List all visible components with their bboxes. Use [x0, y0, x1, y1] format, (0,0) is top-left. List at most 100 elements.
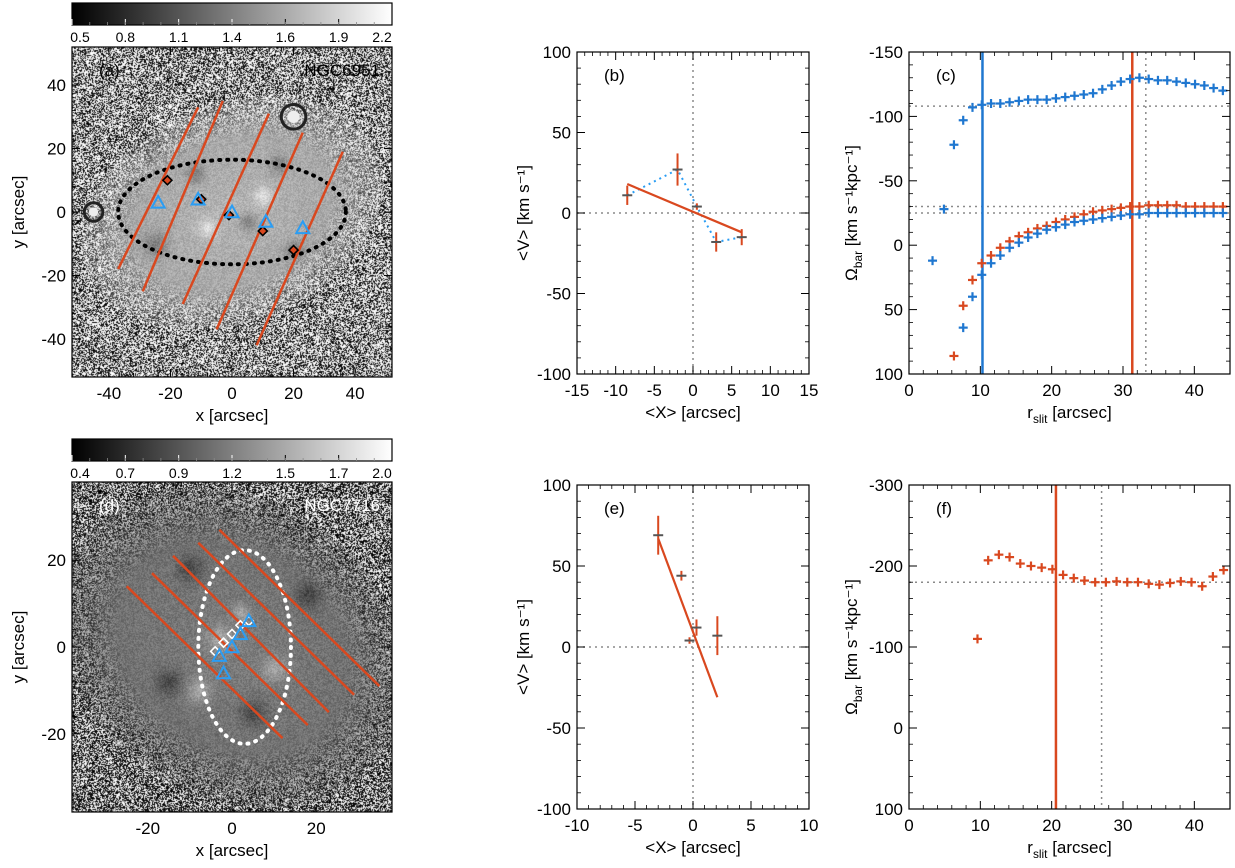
data-point — [949, 351, 959, 361]
data-point — [1069, 91, 1079, 101]
centroid-triangle — [232, 625, 249, 641]
y-axis-label: <V> [km s⁻¹] — [514, 165, 533, 261]
y-tick-label: 0 — [57, 638, 66, 657]
y-tick-label: 100 — [875, 800, 903, 819]
colorbar-tick-label: 1.9 — [329, 29, 349, 45]
series-blue_upper — [949, 73, 1228, 150]
y-tick-label: 50 — [552, 557, 571, 576]
x-tick-label: -5 — [647, 381, 662, 400]
y-tick-label: -200 — [869, 557, 903, 576]
data-point — [1134, 209, 1144, 219]
x-axis-label: <X> [arcsec] — [645, 403, 740, 422]
series-orange — [972, 550, 1229, 644]
x-tick-label: 0 — [904, 816, 913, 835]
data-point — [1112, 576, 1122, 586]
data-point — [1122, 577, 1132, 587]
data-point — [1218, 208, 1228, 218]
x-tick-label: 20 — [284, 384, 303, 403]
data-point — [1015, 559, 1025, 569]
data-point — [1190, 79, 1200, 89]
data-point — [1125, 74, 1135, 84]
x-axis-label: x [arcsec] — [196, 841, 269, 860]
slit-line — [151, 572, 309, 727]
data-point — [1144, 74, 1154, 84]
y-axis-label: Ωbar [km s⁻¹kpc⁻¹] — [842, 145, 865, 281]
data-point — [1097, 213, 1107, 223]
x-axis-label: rslit [arcsec] — [1027, 403, 1111, 426]
colorbar: 0.5 0.8 1.1 1.4 1.6 1.9 2.2 — [70, 2, 393, 45]
y-tick-label: -300 — [869, 476, 903, 495]
panel-label: (f) — [936, 499, 952, 518]
data-point — [928, 256, 938, 266]
data-point — [1209, 208, 1219, 218]
centroid-triangle — [149, 193, 167, 209]
series-blue_lower — [928, 204, 1228, 333]
data-point — [1172, 77, 1181, 87]
data-point — [1088, 214, 1098, 224]
data-point — [1133, 577, 1143, 587]
y-tick-label: 20 — [47, 140, 66, 159]
centroid-triangle — [257, 212, 275, 228]
colorbar-tick-label: 2.0 — [372, 465, 392, 481]
centroid-triangle — [223, 203, 241, 219]
data-point — [1023, 232, 1033, 242]
data-point — [1107, 80, 1117, 90]
data-point — [958, 301, 968, 311]
data-point — [977, 270, 987, 280]
data-point — [1058, 570, 1068, 580]
panel-a: NGC6951 -40 -20 0 20 40 -40 -20 0 20 40 x [arcsec] y… — [9, 2, 393, 425]
y-tick-label: -20 — [41, 725, 66, 744]
data-point — [1060, 220, 1070, 230]
centroid-triangle — [240, 612, 258, 628]
panel-label: (d) — [99, 496, 120, 515]
data-point — [1023, 95, 1033, 105]
data-point — [1162, 75, 1172, 85]
slit-line — [125, 585, 284, 740]
colorbar-tick-label: 1.7 — [329, 465, 349, 481]
x-tick-label: 0 — [904, 381, 913, 400]
data-point — [1032, 95, 1042, 105]
slit-line — [218, 528, 381, 687]
x-tick-label: 0 — [227, 384, 236, 403]
galaxy-name: NGC6951 — [304, 61, 380, 80]
fit-line — [657, 538, 719, 698]
data-point — [949, 140, 959, 150]
x-tick-label: 15 — [800, 381, 819, 400]
fit-line — [626, 183, 743, 234]
data-point — [995, 251, 1005, 261]
data-point — [1209, 83, 1219, 93]
centroid-triangle — [189, 190, 207, 206]
data-point — [1116, 203, 1126, 213]
data-point — [1042, 225, 1052, 235]
y-tick-label: 0 — [894, 236, 903, 255]
centroid-triangle — [211, 647, 228, 662]
star-core — [287, 110, 300, 123]
colorbar-tick-label: 0.8 — [116, 29, 136, 45]
y-tick-label: 50 — [884, 301, 903, 320]
y-axis-label: Ωbar [km s⁻¹kpc⁻¹] — [842, 579, 865, 715]
data-point — [1014, 238, 1024, 248]
errorbar-point — [691, 619, 702, 636]
x-axis-label: <X> [arcsec] — [645, 838, 740, 857]
data-point — [1197, 581, 1207, 591]
x-axis-label: x [arcsec] — [196, 406, 269, 425]
data-point — [983, 555, 993, 565]
panel-label: (a) — [99, 61, 120, 80]
data-point — [1097, 84, 1107, 94]
data-point — [1153, 75, 1163, 85]
y-tick-label: 40 — [47, 76, 66, 95]
data-point — [1165, 578, 1175, 588]
data-point — [1218, 86, 1228, 96]
colorbar-tick-label: 0.4 — [70, 465, 90, 481]
centroid-triangle — [223, 638, 241, 654]
data-point — [1116, 77, 1126, 87]
x-tick-label: -10 — [565, 816, 590, 835]
y-tick-label: -50 — [546, 719, 571, 738]
center-diamond — [161, 174, 174, 186]
data-point — [995, 99, 1005, 109]
colorbar-tick-label: 2.2 — [372, 29, 392, 45]
data-point — [1190, 208, 1200, 218]
x-tick-label: -15 — [565, 381, 590, 400]
data-point — [1101, 577, 1111, 587]
